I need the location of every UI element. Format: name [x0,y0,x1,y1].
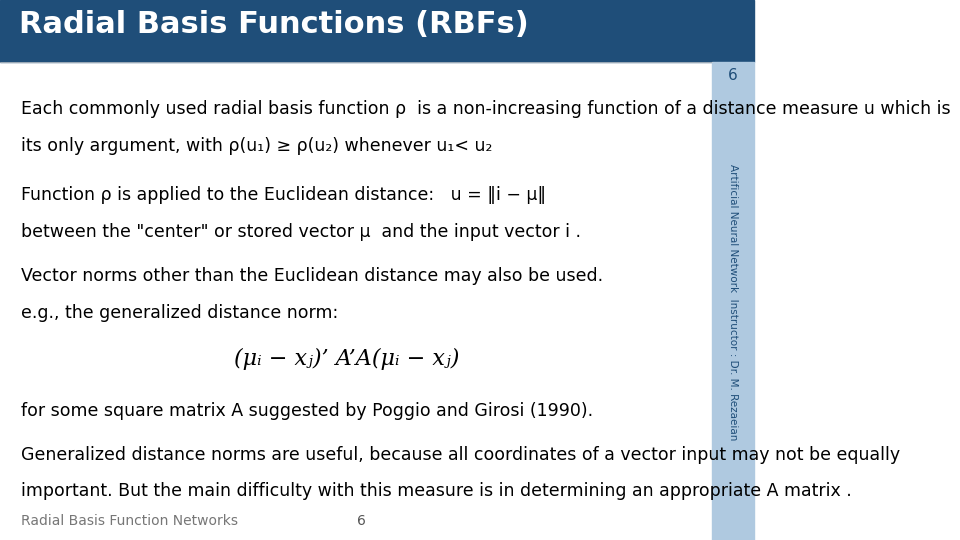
Bar [0,0,754,62]
Text: between the "center" or stored vector μ  and the input vector i .: between the "center" or stored vector μ … [21,223,581,241]
Text: for some square matrix A suggested by Poggio and Girosi (1990).: for some square matrix A suggested by Po… [21,402,593,420]
Text: Each commonly used radial basis function ρ  is a non-increasing function of a di: Each commonly used radial basis function… [21,100,950,118]
Text: Radial Basis Function Networks: Radial Basis Function Networks [21,514,238,528]
Text: 6: 6 [728,68,737,83]
Text: Generalized distance norms are useful, because all coordinates of a vector input: Generalized distance norms are useful, b… [21,446,900,463]
Text: important. But the main difficulty with this measure is in determining an approp: important. But the main difficulty with … [21,482,852,500]
Text: Vector norms other than the Euclidean distance may also be used.: Vector norms other than the Euclidean di… [21,267,603,285]
Text: Function ρ is applied to the Euclidean distance:   u = ‖i − μ‖: Function ρ is applied to the Euclidean d… [21,186,546,204]
Text: Radial Basis Functions (RBFs): Radial Basis Functions (RBFs) [19,10,529,39]
Text: e.g., the generalized distance norm:: e.g., the generalized distance norm: [21,304,338,322]
Text: its only argument, with ρ(u₁) ≥ ρ(u₂) whenever u₁< u₂: its only argument, with ρ(u₁) ≥ ρ(u₂) wh… [21,137,492,154]
Bar [712,62,754,540]
Text: 6: 6 [357,514,366,528]
Text: (μᵢ − xⱼ)’ A’A(μᵢ − xⱼ): (μᵢ − xⱼ)’ A’A(μᵢ − xⱼ) [234,348,459,370]
Text: Artificial Neural Network  Instructor : Dr. M. Rezaeian: Artificial Neural Network Instructor : D… [728,164,738,441]
